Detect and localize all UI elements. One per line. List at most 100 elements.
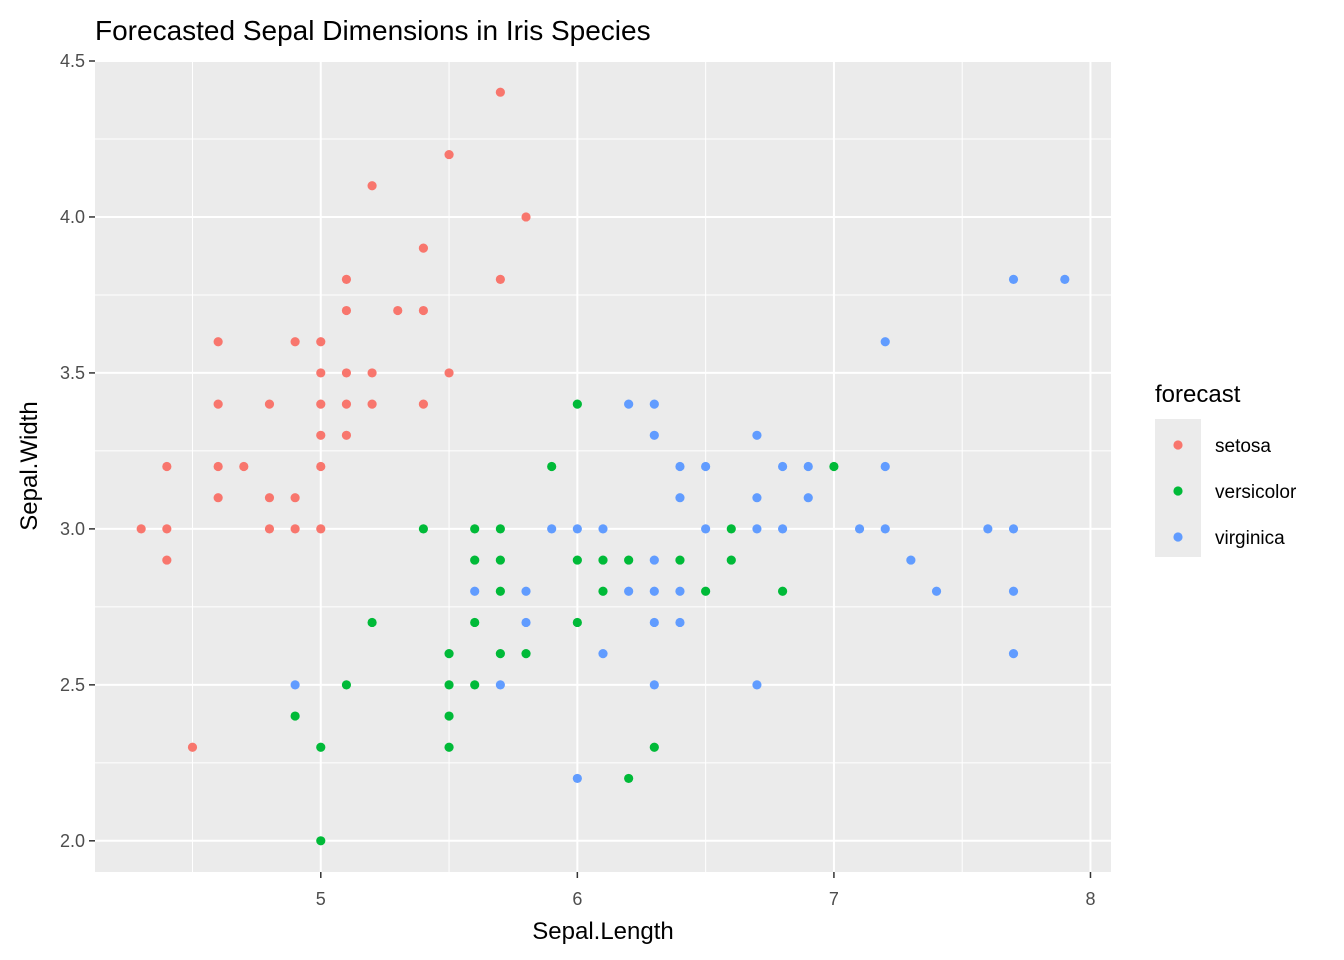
data-point-virginica — [983, 524, 993, 534]
data-point-versicolor — [418, 524, 429, 534]
data-point-virginica — [470, 586, 480, 596]
y-axis-title: Sepal.Width — [16, 401, 43, 530]
data-point-virginica — [931, 586, 942, 596]
data-point-versicolor — [470, 524, 480, 534]
data-point-setosa — [136, 524, 146, 534]
data-point-setosa — [341, 368, 352, 378]
data-point-setosa — [316, 461, 326, 472]
data-point-virginica — [572, 524, 582, 534]
data-point-versicolor — [572, 617, 582, 628]
data-point-versicolor — [495, 555, 505, 565]
data-point-virginica — [752, 493, 762, 503]
data-point-versicolor — [495, 524, 505, 534]
y-tick-label: 3.5 — [60, 363, 85, 383]
data-point-setosa — [495, 87, 505, 97]
data-point-versicolor — [701, 586, 711, 596]
data-point-setosa — [264, 524, 275, 534]
data-point-versicolor — [572, 555, 582, 565]
x-axis-title: Sepal.Length — [532, 918, 673, 945]
legend-label: virginica — [1215, 528, 1285, 549]
legend: forecast setosa versicolor virginica — [1155, 381, 1297, 557]
data-point-setosa — [444, 149, 454, 160]
y-axis: 2.0 2.5 3.0 3.5 4.0 4.5 — [60, 51, 95, 851]
data-point-virginica — [649, 680, 659, 690]
data-point-virginica — [803, 461, 813, 472]
data-point-versicolor — [444, 680, 454, 690]
data-point-setosa — [264, 493, 275, 503]
data-point-virginica — [675, 586, 685, 596]
data-point-versicolor — [649, 742, 659, 752]
data-point-virginica — [290, 680, 300, 690]
data-point-versicolor — [624, 555, 634, 565]
legend-label: versicolor — [1215, 482, 1297, 503]
data-point-setosa — [418, 243, 429, 253]
data-point-setosa — [162, 555, 172, 565]
x-axis: 5 6 7 8 — [316, 872, 1095, 909]
data-point-virginica — [701, 524, 711, 534]
y-tick-label: 4.0 — [60, 207, 85, 227]
data-point-virginica — [803, 493, 813, 503]
data-point-virginica — [572, 773, 582, 784]
data-point-virginica — [624, 399, 634, 409]
data-point-virginica — [521, 586, 531, 596]
data-point-virginica — [675, 461, 685, 472]
y-tick-label: 2.5 — [60, 675, 85, 695]
data-point-setosa — [290, 524, 300, 534]
data-point-setosa — [316, 399, 326, 409]
data-point-setosa — [290, 493, 300, 503]
data-point-versicolor — [444, 711, 454, 721]
data-point-virginica — [649, 617, 659, 628]
data-point-setosa — [162, 461, 172, 472]
data-point-setosa — [521, 212, 531, 222]
data-point-versicolor — [624, 773, 634, 784]
data-point-versicolor — [521, 649, 531, 659]
data-point-setosa — [316, 368, 326, 378]
data-point-setosa — [341, 274, 352, 284]
data-point-virginica — [1060, 274, 1070, 284]
data-point-setosa — [418, 399, 429, 409]
data-point-setosa — [495, 274, 505, 284]
data-point-setosa — [213, 493, 223, 503]
data-point-virginica — [880, 524, 890, 534]
data-point-virginica — [1008, 649, 1019, 659]
data-point-setosa — [316, 430, 326, 440]
data-point-versicolor — [367, 617, 377, 628]
data-point-versicolor — [470, 617, 480, 628]
data-point-virginica — [752, 680, 762, 690]
data-point-setosa — [162, 524, 172, 534]
data-point-virginica — [752, 524, 762, 534]
plot-panel — [95, 61, 1111, 872]
data-point-versicolor — [495, 586, 505, 596]
data-point-virginica — [675, 617, 685, 628]
data-point-virginica — [521, 617, 531, 628]
data-point-virginica — [649, 430, 659, 440]
data-point-versicolor — [341, 680, 352, 690]
data-point-virginica — [547, 524, 557, 534]
series-versicolor — [290, 399, 839, 846]
data-point-virginica — [649, 399, 659, 409]
x-tick-label: 5 — [316, 889, 326, 909]
data-point-versicolor — [675, 555, 685, 565]
legend-key-virginica — [1173, 532, 1183, 542]
data-point-versicolor — [495, 649, 505, 659]
data-point-virginica — [906, 555, 916, 565]
data-point-setosa — [316, 524, 326, 534]
data-point-setosa — [213, 461, 223, 472]
data-point-versicolor — [829, 461, 839, 472]
series-virginica — [290, 274, 1070, 784]
data-point-versicolor — [572, 399, 582, 409]
data-point-virginica — [675, 493, 685, 503]
x-tick-label: 8 — [1085, 889, 1095, 909]
legend-label: setosa — [1215, 436, 1271, 457]
data-point-versicolor — [290, 711, 300, 721]
y-tick-label: 2.0 — [60, 831, 85, 851]
data-point-virginica — [598, 524, 608, 534]
data-point-versicolor — [316, 836, 326, 846]
data-point-virginica — [649, 586, 659, 596]
data-point-virginica — [1008, 274, 1019, 284]
data-point-virginica — [701, 461, 711, 472]
data-point-virginica — [598, 649, 608, 659]
data-points — [136, 87, 1070, 846]
data-point-versicolor — [726, 524, 736, 534]
